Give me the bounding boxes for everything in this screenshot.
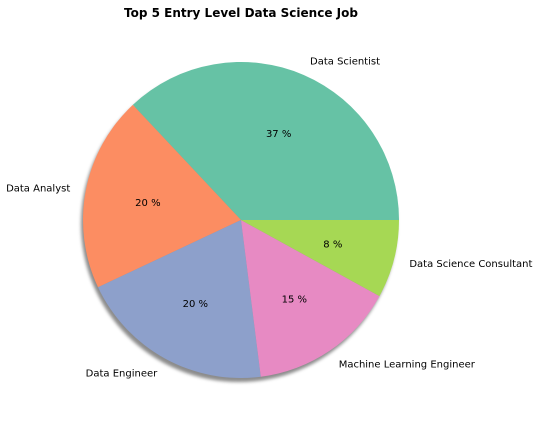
slice-percent-data-engineer: 20 %: [183, 299, 208, 310]
pie-slice-data-science-consultant: [241, 220, 400, 297]
pie-slice-data-scientist: [132, 62, 399, 220]
slice-percent-data-science-consultant: 8 %: [323, 240, 342, 251]
chart-title: Top 5 Entry Level Data Science Job: [124, 6, 358, 20]
slice-percent-machine-learning-engineer: 15 %: [282, 294, 307, 305]
slice-percent-data-analyst: 20 %: [135, 198, 160, 209]
labels-layer: Data Scientist 37 % Data Analyst 20 % Data E…: [6, 56, 532, 379]
slice-label-data-analyst: Data Analyst: [6, 183, 70, 194]
slice-label-data-science-consultant: Data Science Consultant: [409, 259, 532, 270]
slice-label-data-engineer: Data Engineer: [86, 368, 158, 379]
slice-label-machine-learning-engineer: Machine Learning Engineer: [339, 360, 476, 371]
pie-slice-data-analyst: [83, 104, 241, 288]
pie-slice-data-engineer: [98, 220, 261, 378]
slice-label-data-scientist: Data Scientist: [310, 56, 380, 67]
slice-percent-data-scientist: 37 %: [266, 129, 291, 140]
pie-slice-machine-learning-engineer: [241, 220, 380, 377]
slices-layer: [83, 62, 400, 378]
